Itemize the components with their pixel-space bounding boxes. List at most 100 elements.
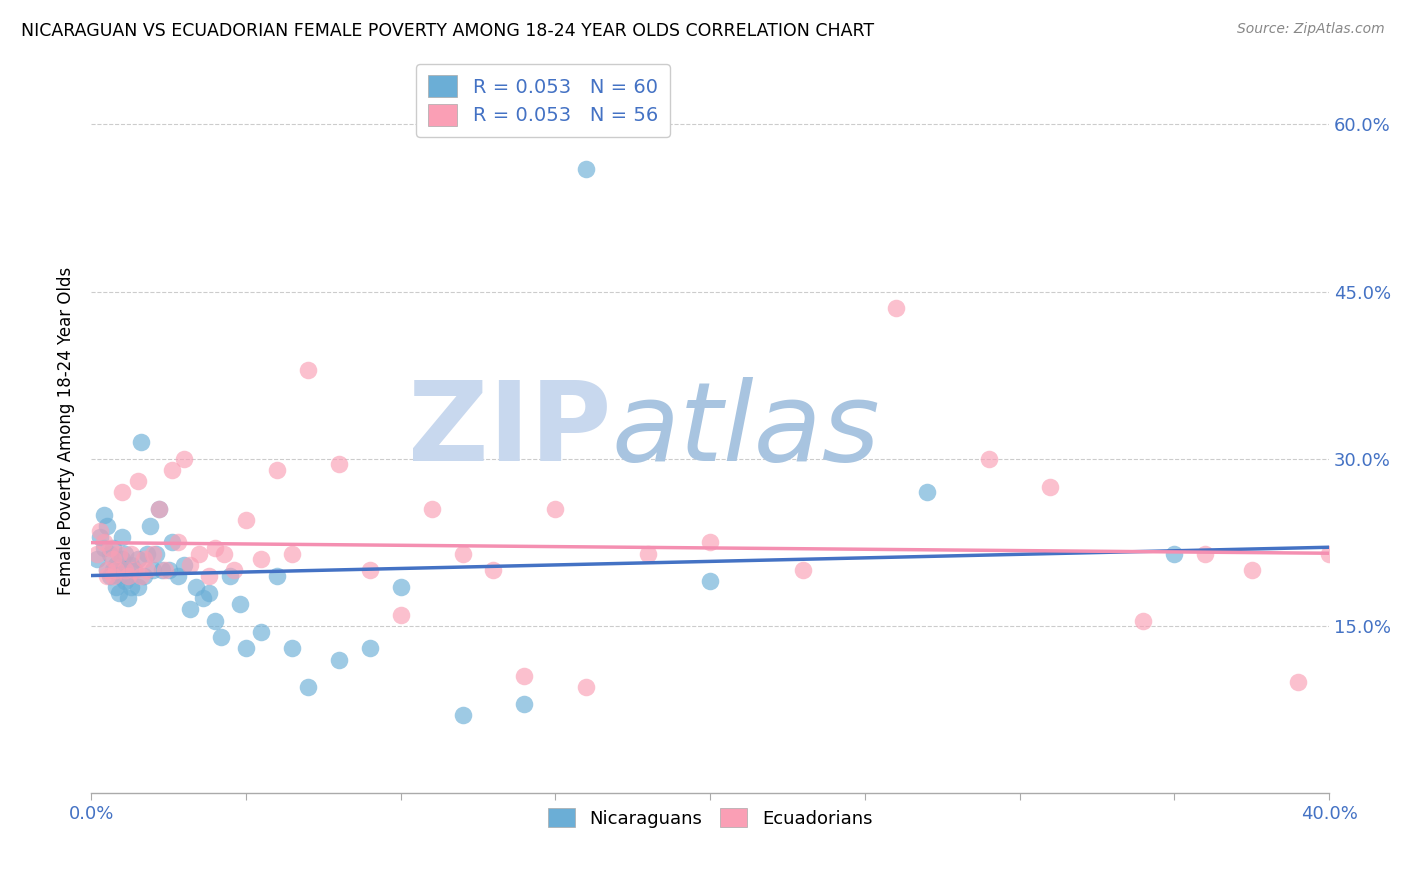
Point <box>235 641 257 656</box>
Point <box>250 624 273 639</box>
Point <box>699 535 721 549</box>
Point <box>129 569 152 583</box>
Point <box>1317 547 1340 561</box>
Point <box>148 502 170 516</box>
Point <box>111 530 134 544</box>
Point <box>266 569 288 583</box>
Point <box>104 558 127 572</box>
Point <box>228 597 250 611</box>
Point <box>101 552 124 566</box>
Point <box>101 541 124 555</box>
Point <box>132 552 155 566</box>
Point <box>884 301 907 316</box>
Point <box>150 563 173 577</box>
Point <box>197 585 219 599</box>
Point <box>281 641 304 656</box>
Point <box>328 652 350 666</box>
Point <box>145 547 167 561</box>
Point <box>297 681 319 695</box>
Point <box>235 513 257 527</box>
Point <box>297 362 319 376</box>
Point <box>188 547 211 561</box>
Point <box>89 530 111 544</box>
Point <box>120 580 142 594</box>
Point <box>179 558 201 572</box>
Point <box>359 563 381 577</box>
Point <box>513 697 536 711</box>
Point <box>160 535 183 549</box>
Point <box>117 569 139 583</box>
Point <box>575 161 598 176</box>
Point <box>135 563 157 577</box>
Point <box>389 607 412 622</box>
Text: atlas: atlas <box>612 377 880 484</box>
Point <box>155 563 177 577</box>
Point <box>98 541 121 555</box>
Point <box>93 541 115 555</box>
Point <box>96 563 118 577</box>
Point <box>142 547 165 561</box>
Point <box>250 552 273 566</box>
Point <box>1163 547 1185 561</box>
Point <box>86 552 108 566</box>
Point <box>108 585 131 599</box>
Point <box>186 580 208 594</box>
Legend: Nicaraguans, Ecuadorians: Nicaraguans, Ecuadorians <box>541 801 880 835</box>
Point <box>135 547 157 561</box>
Point <box>111 563 134 577</box>
Point <box>1132 614 1154 628</box>
Point <box>142 563 165 577</box>
Point <box>93 535 115 549</box>
Point <box>281 547 304 561</box>
Point <box>204 541 226 555</box>
Point <box>114 574 136 589</box>
Point <box>513 669 536 683</box>
Point <box>222 563 245 577</box>
Point <box>111 485 134 500</box>
Point <box>89 524 111 539</box>
Point <box>1286 674 1309 689</box>
Point <box>148 502 170 516</box>
Point <box>166 535 188 549</box>
Point <box>173 558 195 572</box>
Text: NICARAGUAN VS ECUADORIAN FEMALE POVERTY AMONG 18-24 YEAR OLDS CORRELATION CHART: NICARAGUAN VS ECUADORIAN FEMALE POVERTY … <box>21 22 875 40</box>
Point <box>915 485 938 500</box>
Point <box>104 563 127 577</box>
Point <box>637 547 659 561</box>
Point <box>792 563 814 577</box>
Point <box>179 602 201 616</box>
Point <box>197 569 219 583</box>
Point <box>101 563 124 577</box>
Point <box>124 563 146 577</box>
Point <box>101 569 124 583</box>
Point <box>699 574 721 589</box>
Point <box>129 435 152 450</box>
Point <box>108 547 131 561</box>
Point <box>111 552 134 566</box>
Point <box>114 563 136 577</box>
Point <box>219 569 242 583</box>
Point <box>977 451 1000 466</box>
Point <box>108 569 131 583</box>
Point <box>1039 480 1062 494</box>
Point <box>98 547 121 561</box>
Point <box>482 563 505 577</box>
Point <box>96 563 118 577</box>
Point <box>117 591 139 606</box>
Point <box>114 547 136 561</box>
Point <box>328 458 350 472</box>
Point <box>86 547 108 561</box>
Point <box>575 681 598 695</box>
Point <box>266 463 288 477</box>
Point <box>98 569 121 583</box>
Point <box>157 563 180 577</box>
Point <box>104 580 127 594</box>
Point <box>117 569 139 583</box>
Point <box>1194 547 1216 561</box>
Text: ZIP: ZIP <box>408 377 612 484</box>
Point <box>451 547 474 561</box>
Point <box>1240 563 1263 577</box>
Point <box>544 502 567 516</box>
Point <box>204 614 226 628</box>
Point <box>127 580 149 594</box>
